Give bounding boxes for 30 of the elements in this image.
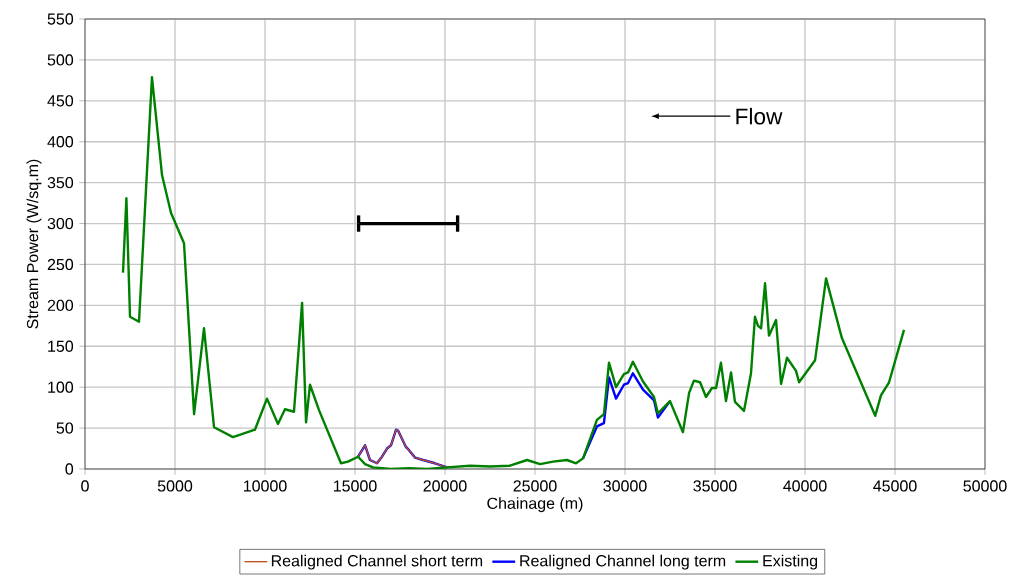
line-series xyxy=(121,75,906,469)
y-tick-label: 250 xyxy=(47,258,74,271)
annotation: Flow xyxy=(736,107,783,125)
x-tick-label: 50000 xyxy=(963,480,1007,492)
y-tick-label: 450 xyxy=(47,95,74,107)
x-tick-label: 45000 xyxy=(873,480,917,492)
x-tick-label: 35000 xyxy=(693,480,737,492)
y-tick-label: 0 xyxy=(65,463,74,475)
x-tick-label: 20000 xyxy=(423,480,467,492)
y-tick-label: 150 xyxy=(48,340,74,352)
y-tick-label: 500 xyxy=(47,54,74,66)
x-tick-label: 0 xyxy=(81,480,89,492)
x-tick-label: 5000 xyxy=(157,480,193,492)
y-tick-label: 100 xyxy=(48,381,74,393)
legend-label: Existing xyxy=(763,554,818,570)
y-tick-label: 350 xyxy=(47,176,74,189)
x-tick-label: 30000 xyxy=(603,480,647,492)
x-axis-title: Chainage (m) xyxy=(487,497,583,513)
x-tick-label: 25000 xyxy=(513,480,557,492)
legend-label: Realigned Channel short term xyxy=(271,554,483,570)
y-axis-title: Stream Power (W/sq.m) xyxy=(26,159,42,329)
x-tick-label: 40000 xyxy=(783,480,827,492)
y-tick-label: 200 xyxy=(47,299,74,312)
x-tick-label: 10000 xyxy=(243,480,287,492)
y-tick-label: 300 xyxy=(47,217,74,230)
y-tick-label: 50 xyxy=(56,422,74,434)
y-tick-label: 400 xyxy=(47,136,74,148)
y-tick-label: 550 xyxy=(47,13,74,25)
x-tick-label: 15000 xyxy=(333,480,377,492)
legend-label: Realigned Channel long term xyxy=(520,554,726,570)
